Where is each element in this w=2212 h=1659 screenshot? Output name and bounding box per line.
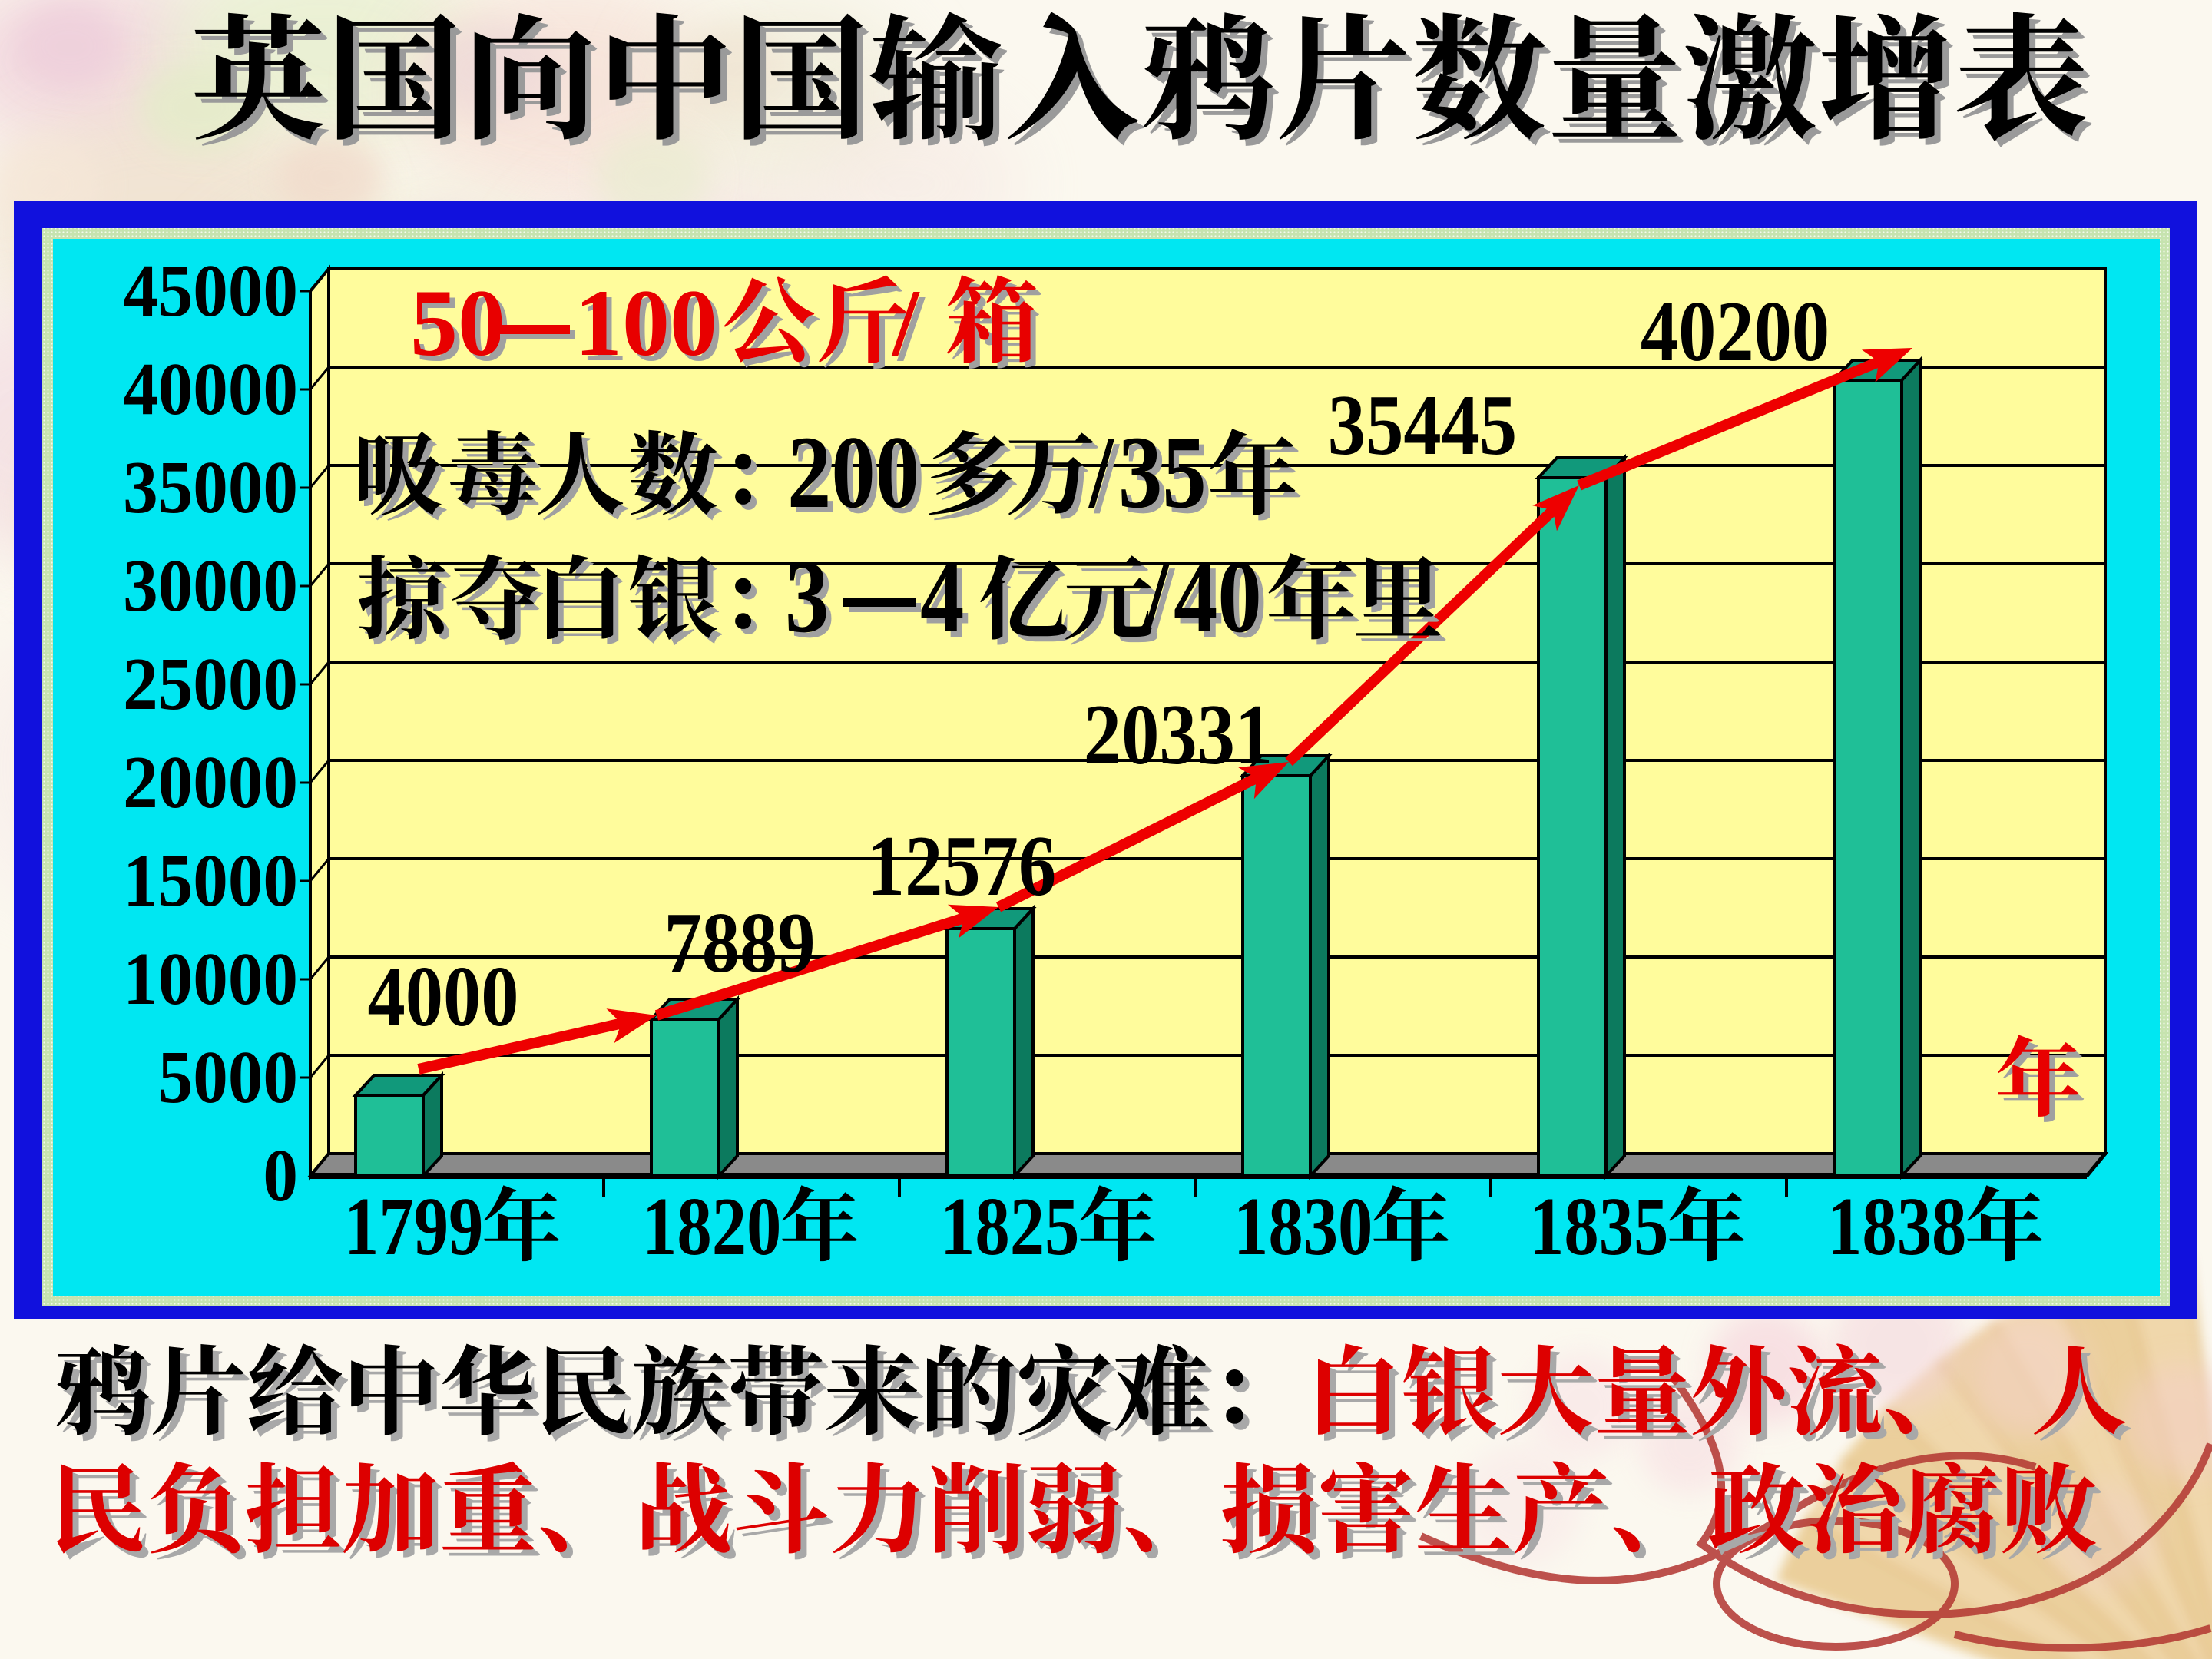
- svg-text:40000: 40000: [123, 348, 298, 430]
- svg-text:40: 40: [1179, 545, 1267, 660]
- svg-text:1799: 1799: [344, 1181, 483, 1273]
- svg-text:1825: 1825: [940, 1181, 1079, 1273]
- svg-text:1820: 1820: [642, 1181, 781, 1273]
- svg-text:5000: 5000: [158, 1036, 298, 1118]
- svg-text:1830: 1830: [1233, 1181, 1373, 1273]
- svg-text:20000: 20000: [123, 741, 298, 823]
- svg-text:/: /: [1148, 545, 1176, 660]
- svg-text:35000: 35000: [123, 446, 298, 528]
- svg-text:/: /: [1143, 539, 1171, 654]
- svg-text:/: /: [1088, 415, 1115, 530]
- svg-text:100: 100: [575, 270, 717, 376]
- svg-text:35: 35: [1118, 415, 1207, 530]
- svg-text:7889: 7889: [664, 895, 815, 990]
- svg-text:4: 4: [920, 539, 964, 654]
- svg-text:35445: 35445: [1328, 377, 1517, 472]
- svg-text:35: 35: [1124, 420, 1212, 535]
- svg-text:40200: 40200: [1641, 283, 1830, 379]
- svg-text:12576: 12576: [867, 818, 1056, 913]
- svg-text:25000: 25000: [123, 643, 298, 725]
- svg-text:4: 4: [926, 545, 969, 660]
- svg-text:15000: 15000: [123, 839, 298, 922]
- svg-text:200: 200: [787, 415, 919, 530]
- svg-text:/: /: [891, 270, 920, 376]
- svg-text:200: 200: [793, 420, 925, 535]
- svg-text:100: 100: [580, 276, 723, 381]
- svg-text:10000: 10000: [123, 938, 298, 1020]
- svg-text:50: 50: [410, 270, 505, 376]
- svg-text:/: /: [896, 276, 926, 381]
- svg-text:45000: 45000: [123, 250, 298, 332]
- svg-text:3: 3: [790, 545, 834, 660]
- svg-text:1838: 1838: [1827, 1181, 1966, 1273]
- svg-text:20331: 20331: [1084, 687, 1273, 782]
- svg-text:30000: 30000: [123, 545, 298, 627]
- svg-text:40: 40: [1174, 539, 1262, 654]
- svg-text:1835: 1835: [1529, 1181, 1668, 1273]
- svg-text:0: 0: [263, 1134, 298, 1217]
- svg-text:3: 3: [785, 539, 829, 654]
- svg-text:/: /: [1093, 420, 1121, 535]
- svg-text:4000: 4000: [367, 949, 518, 1044]
